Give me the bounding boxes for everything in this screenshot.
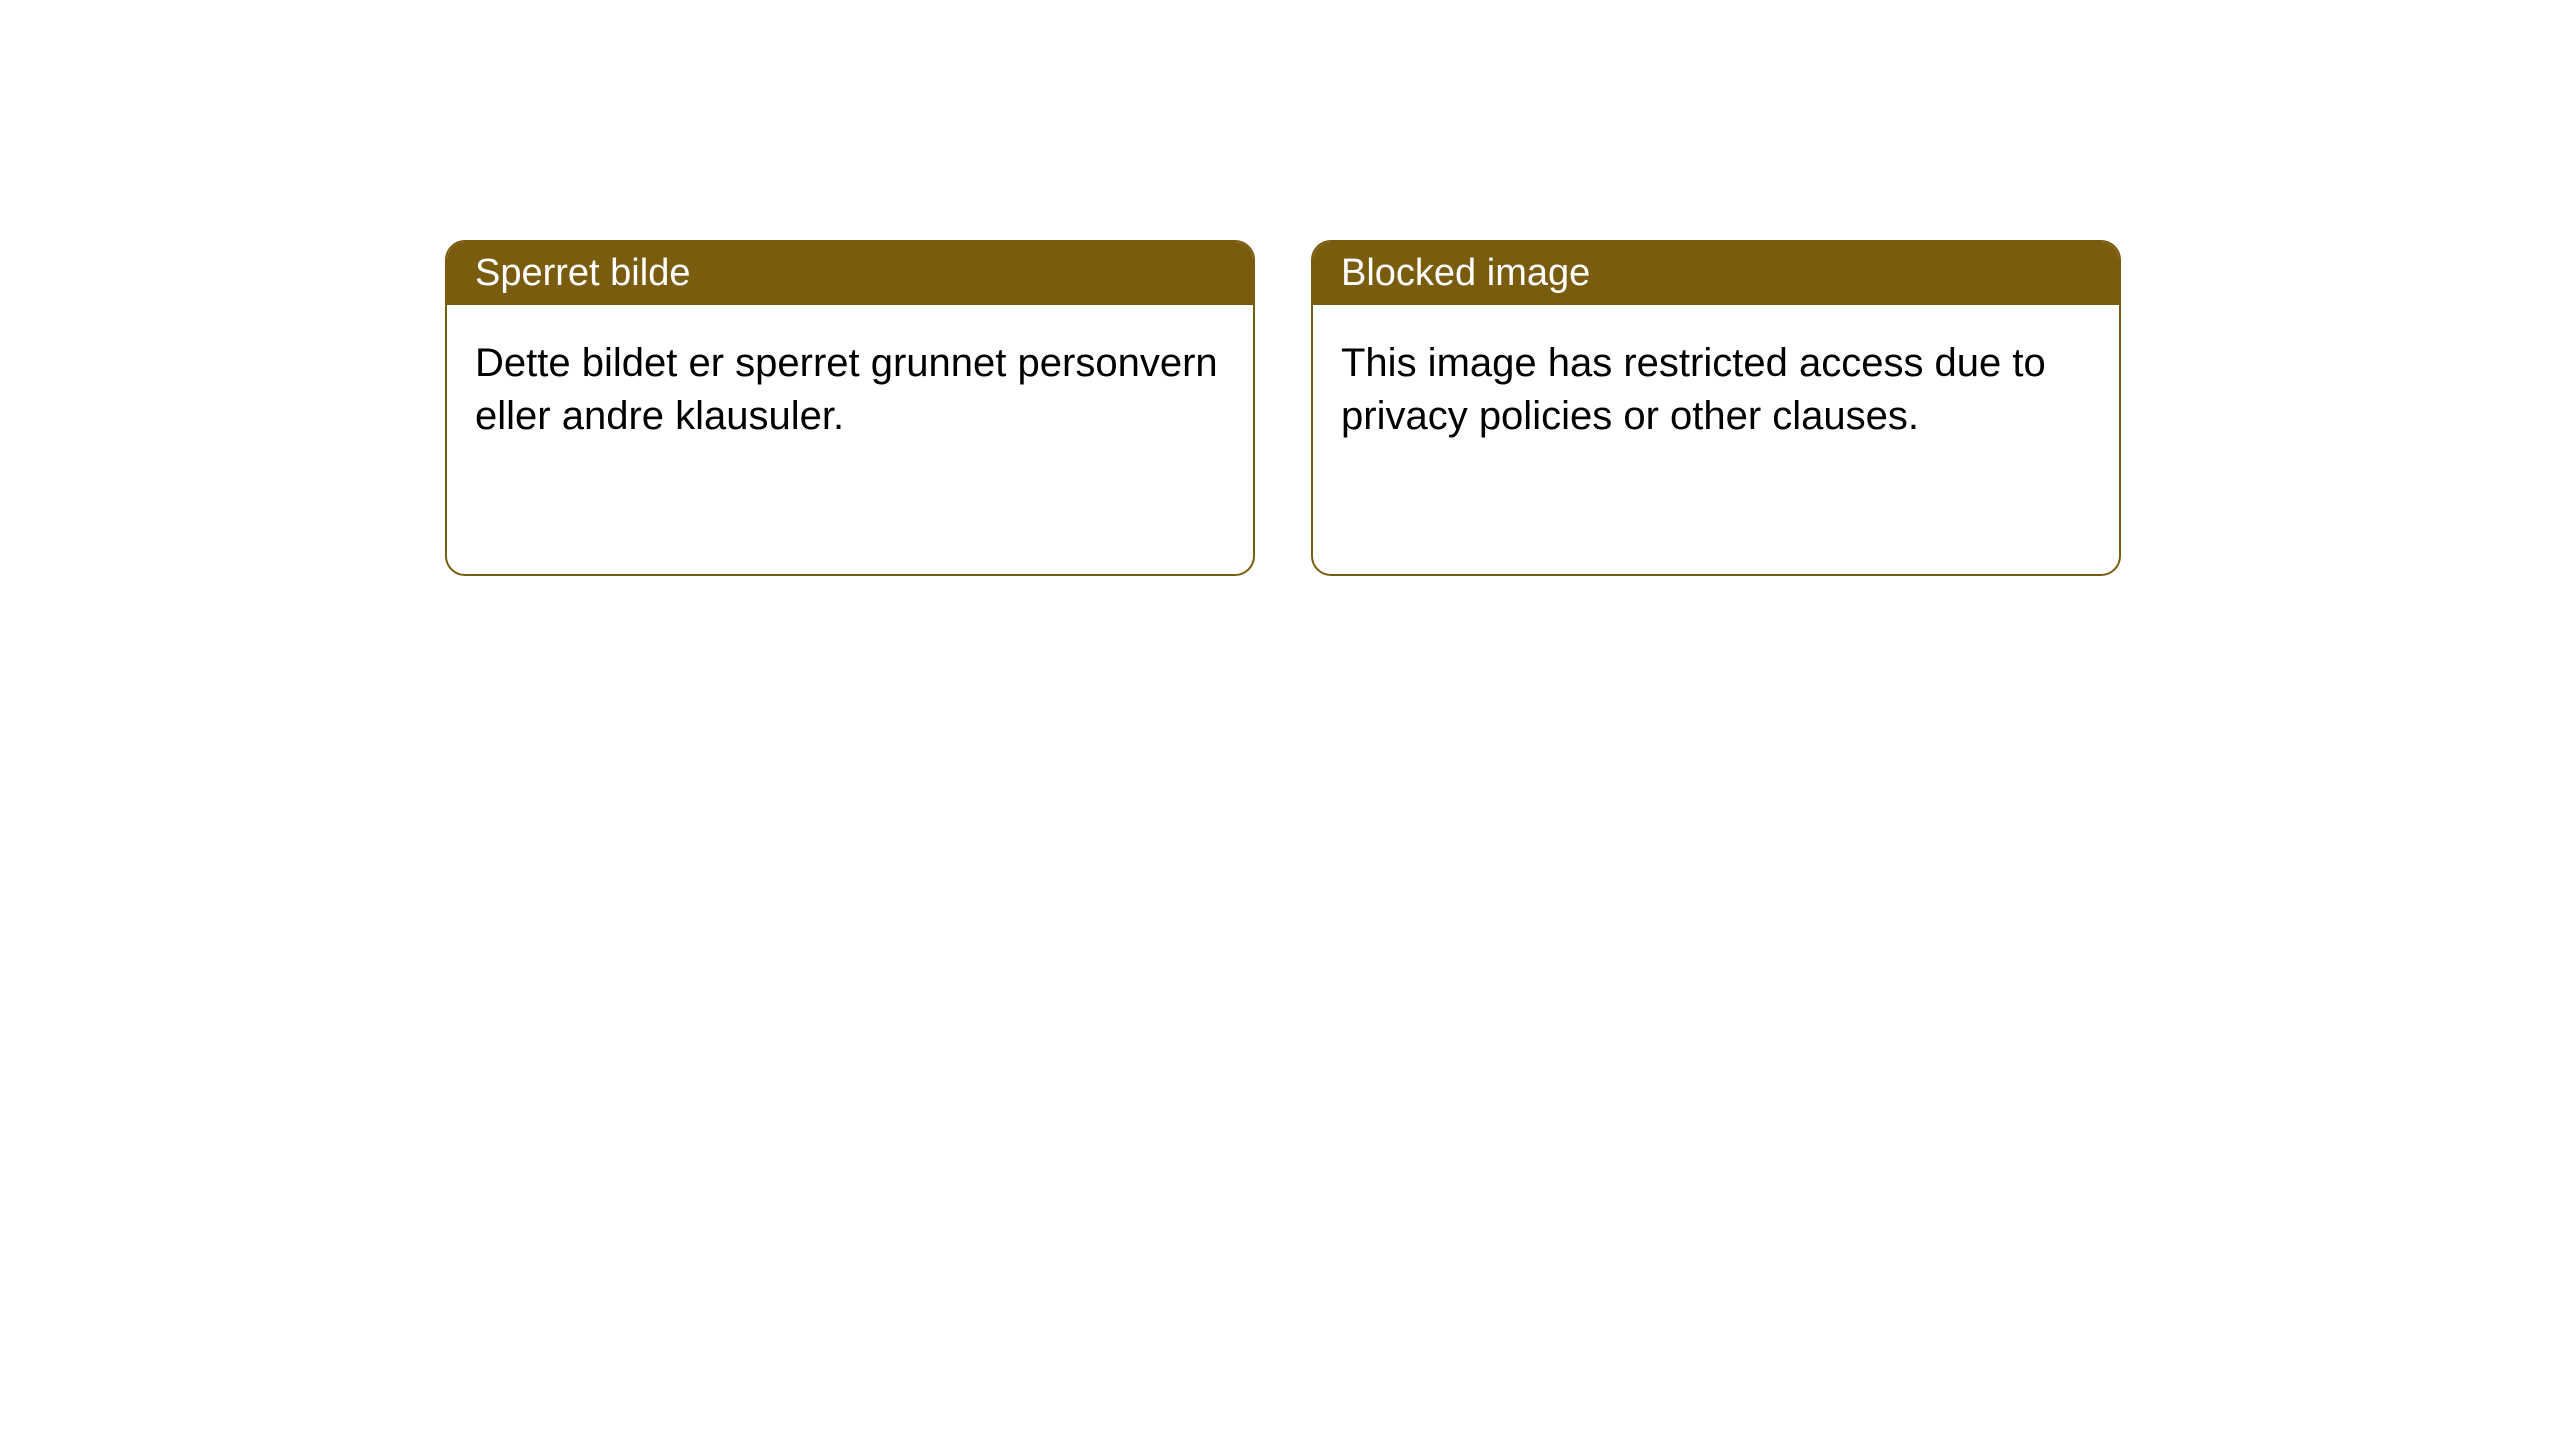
notice-title: Blocked image <box>1341 252 1590 294</box>
notice-header: Sperret bilde <box>447 242 1253 305</box>
notice-body-text: Dette bildet er sperret grunnet personve… <box>475 341 1218 438</box>
notice-body-text: This image has restricted access due to … <box>1341 341 2046 438</box>
notice-body: This image has restricted access due to … <box>1313 305 2119 475</box>
notice-card-english: Blocked image This image has restricted … <box>1311 240 2121 576</box>
notice-card-norwegian: Sperret bilde Dette bildet er sperret gr… <box>445 240 1255 576</box>
notice-body: Dette bildet er sperret grunnet personve… <box>447 305 1253 475</box>
notice-header: Blocked image <box>1313 242 2119 305</box>
notice-container: Sperret bilde Dette bildet er sperret gr… <box>0 0 2560 576</box>
notice-title: Sperret bilde <box>475 252 690 294</box>
